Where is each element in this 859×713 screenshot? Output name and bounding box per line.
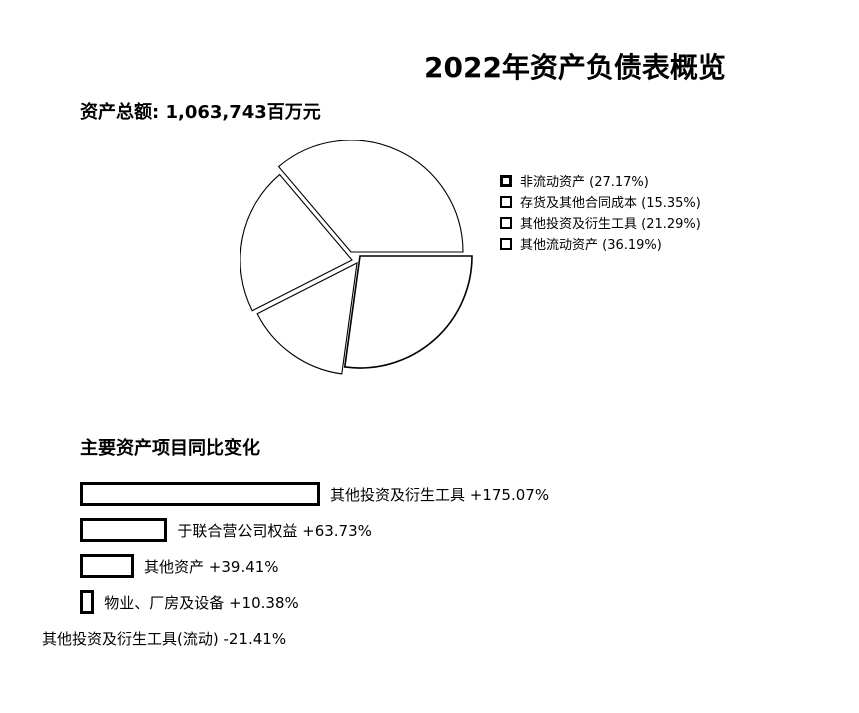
legend-item-other-investments: 其他投资及衍生工具 (21.29%) <box>500 212 701 233</box>
pie-legend: 非流动资产 (27.17%) 存货及其他合同成本 (15.35%) 其他投资及衍… <box>500 170 701 254</box>
bar-label: 其他资产 +39.41% <box>144 557 279 576</box>
bar <box>80 482 320 506</box>
bar-row: 其他投资及衍生工具(流动) -21.41% <box>42 620 286 656</box>
bar-label: 其他投资及衍生工具 +175.07% <box>330 485 550 504</box>
legend-item-other-current-assets: 其他流动资产 (36.19%) <box>500 233 701 254</box>
bar-row: 于联合营公司权益 +63.73% <box>80 512 372 548</box>
bar <box>80 590 95 614</box>
bar-row: 物业、厂房及设备 +10.38% <box>80 584 299 620</box>
bar-label: 物业、厂房及设备 +10.38% <box>104 593 299 612</box>
bar-row: 其他投资及衍生工具 +175.07% <box>80 476 549 512</box>
legend-label: 存货及其他合同成本 (15.35%) <box>520 196 701 211</box>
pie-slice <box>343 255 473 369</box>
pie-slice <box>277 140 464 253</box>
bar <box>80 554 135 578</box>
legend-swatch <box>500 174 512 187</box>
legend-label: 非流动资产 (27.17%) <box>520 175 649 190</box>
total-assets-label: 资产总额: 1,063,743百万元 <box>80 102 321 123</box>
pie-slice <box>240 173 353 312</box>
legend-label: 其他投资及衍生工具 (21.29%) <box>520 217 701 232</box>
legend-item-inventory: 存货及其他合同成本 (15.35%) <box>500 191 701 212</box>
pie-chart <box>240 140 473 375</box>
bar-row: 其他资产 +39.41% <box>80 548 279 584</box>
legend-swatch <box>500 237 512 250</box>
bar-label: 于联合营公司权益 +63.73% <box>177 521 372 540</box>
pie-slice <box>256 262 358 375</box>
legend-item-non-current-assets: 非流动资产 (27.17%) <box>500 170 701 191</box>
legend-swatch <box>500 195 512 208</box>
bar-label: 其他投资及衍生工具(流动) -21.41% <box>42 629 287 648</box>
bar <box>80 518 168 542</box>
legend-label: 其他流动资产 (36.19%) <box>520 238 662 253</box>
bar-section-title: 主要资产项目同比变化 <box>80 438 260 459</box>
chart-title: 2022年资产负债表概览 <box>424 51 726 84</box>
legend-swatch <box>500 216 512 229</box>
